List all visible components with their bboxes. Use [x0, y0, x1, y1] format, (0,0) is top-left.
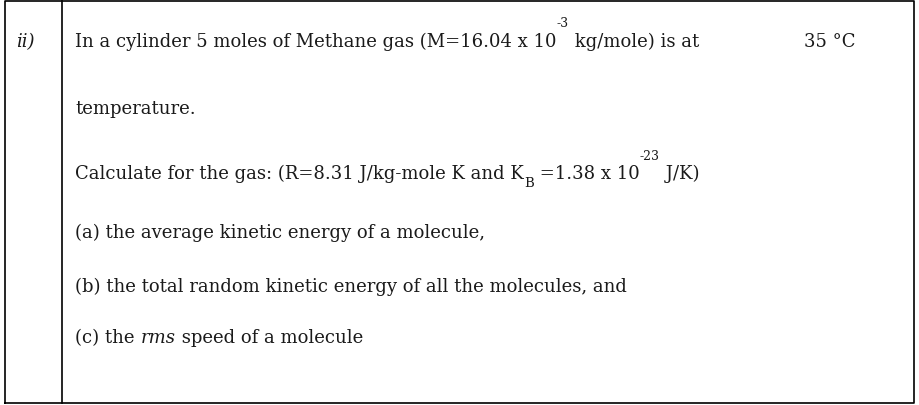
- Text: speed of a molecule: speed of a molecule: [176, 328, 363, 346]
- Text: -3: -3: [557, 17, 569, 30]
- Text: (b) the total random kinetic energy of all the molecules, and: (b) the total random kinetic energy of a…: [75, 277, 628, 295]
- Text: In a cylinder 5 moles of Methane gas (M=16.04 x 10: In a cylinder 5 moles of Methane gas (M=…: [75, 32, 557, 51]
- Text: (a) the average kinetic energy of a molecule,: (a) the average kinetic energy of a mole…: [75, 223, 485, 241]
- Text: rms: rms: [141, 328, 176, 346]
- Text: Calculate for the gas: (R=8.31 J/kg-mole K and K: Calculate for the gas: (R=8.31 J/kg-mole…: [75, 165, 524, 183]
- Text: ii): ii): [17, 33, 35, 51]
- Text: -23: -23: [640, 149, 660, 162]
- Text: B: B: [524, 177, 534, 190]
- Text: temperature.: temperature.: [75, 100, 196, 117]
- Text: kg/mole) is at: kg/mole) is at: [569, 32, 699, 51]
- Text: (c) the: (c) the: [75, 328, 141, 346]
- Text: 35 °C: 35 °C: [804, 33, 856, 51]
- Text: =1.38 x 10: =1.38 x 10: [534, 165, 640, 183]
- Text: J/K): J/K): [660, 165, 699, 183]
